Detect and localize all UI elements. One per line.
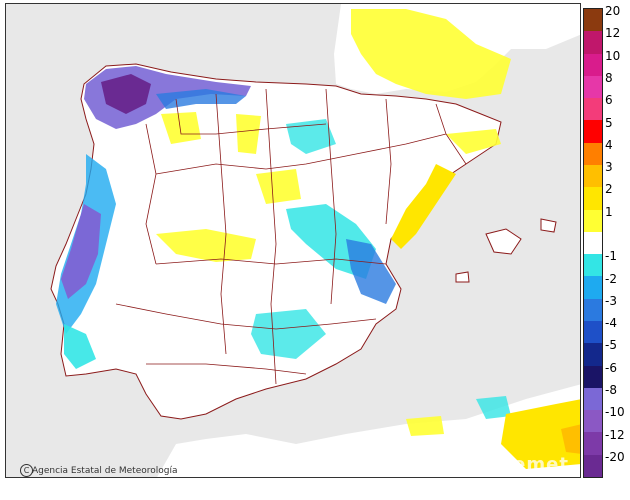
legend-swatch (584, 410, 602, 433)
cold-anomaly-east (346, 239, 396, 304)
legend-label: -2 (605, 271, 617, 286)
legend-swatch (584, 165, 602, 188)
cold-anomaly-africa (476, 396, 511, 419)
africa-land (157, 384, 580, 477)
warm-anomaly-catalonia (446, 129, 501, 154)
legend-label: -8 (605, 383, 617, 397)
legend-label: -4 (605, 316, 617, 331)
province-borders (115, 88, 467, 385)
cold-anomaly-cantabria (156, 89, 246, 109)
warm-anomaly-leon (161, 112, 201, 144)
legend-label: -5 (605, 338, 617, 353)
legend-label: 12 (605, 26, 621, 41)
warm-anomaly-morocco (406, 416, 444, 436)
legend-swatch (584, 231, 602, 255)
warm-anomaly-algeria-core (561, 424, 580, 454)
warm-anomaly-levante (391, 164, 456, 249)
legend-swatch (584, 276, 602, 299)
legend-swatch (584, 298, 602, 321)
warm-anomaly-castilla (236, 114, 261, 154)
legend-label: 3 (605, 160, 613, 175)
warm-anomaly-algeria (501, 399, 580, 469)
legend-swatch (584, 321, 602, 344)
legend-swatch (584, 53, 602, 76)
iberia-map-svg (6, 4, 580, 477)
legend-label: -1 (605, 249, 617, 264)
legend-label: -20 (605, 449, 625, 464)
cold-anomaly-south-center (251, 309, 326, 359)
legend-swatch (584, 209, 602, 232)
legend-label: 8 (605, 71, 613, 85)
legend-color-scale (583, 8, 603, 478)
mallorca-island (485, 228, 522, 255)
legend-swatch (584, 454, 602, 477)
legend-swatch (584, 254, 602, 277)
legend-swatch (584, 365, 602, 388)
temperature-anomaly-map (5, 3, 581, 478)
legend-swatch (584, 120, 602, 143)
ibiza-island (455, 271, 470, 283)
legend-swatch (584, 98, 602, 121)
cold-anomaly-duero (286, 119, 336, 154)
legend-label: 2 (605, 182, 613, 197)
legend-label: -6 (605, 360, 617, 375)
cold-anomaly-portugal-core (61, 204, 101, 299)
legend-swatch (584, 31, 602, 54)
legend-label: 6 (605, 93, 613, 108)
legend-swatch (584, 187, 602, 210)
warm-anomaly-segovia (256, 169, 301, 204)
legend-swatch (584, 387, 602, 411)
legend-label: -12 (605, 427, 625, 442)
legend-label: 4 (605, 137, 613, 152)
watermark-logo: aemet (500, 454, 569, 475)
legend-label: 20 (605, 4, 621, 19)
credit-text: Agencia Estatal de Meteorología (32, 466, 178, 476)
legend-swatch (584, 432, 602, 455)
legend-label: 1 (605, 204, 613, 219)
legend-label: -3 (605, 293, 617, 308)
warm-anomaly-center-west (156, 229, 256, 262)
legend-swatch (584, 142, 602, 165)
cold-anomaly-algarve (64, 324, 96, 369)
legend-label: 10 (605, 48, 621, 63)
legend-label: 5 (605, 115, 613, 130)
warm-anomaly-france (351, 9, 511, 99)
menorca-island (540, 218, 557, 233)
legend-swatch (584, 75, 602, 99)
legend-label: -10 (605, 405, 625, 420)
legend-swatch (584, 9, 602, 32)
cold-anomaly-galicia-core (101, 74, 151, 114)
legend-swatch (584, 343, 602, 366)
copyright-icon: C (20, 464, 33, 477)
